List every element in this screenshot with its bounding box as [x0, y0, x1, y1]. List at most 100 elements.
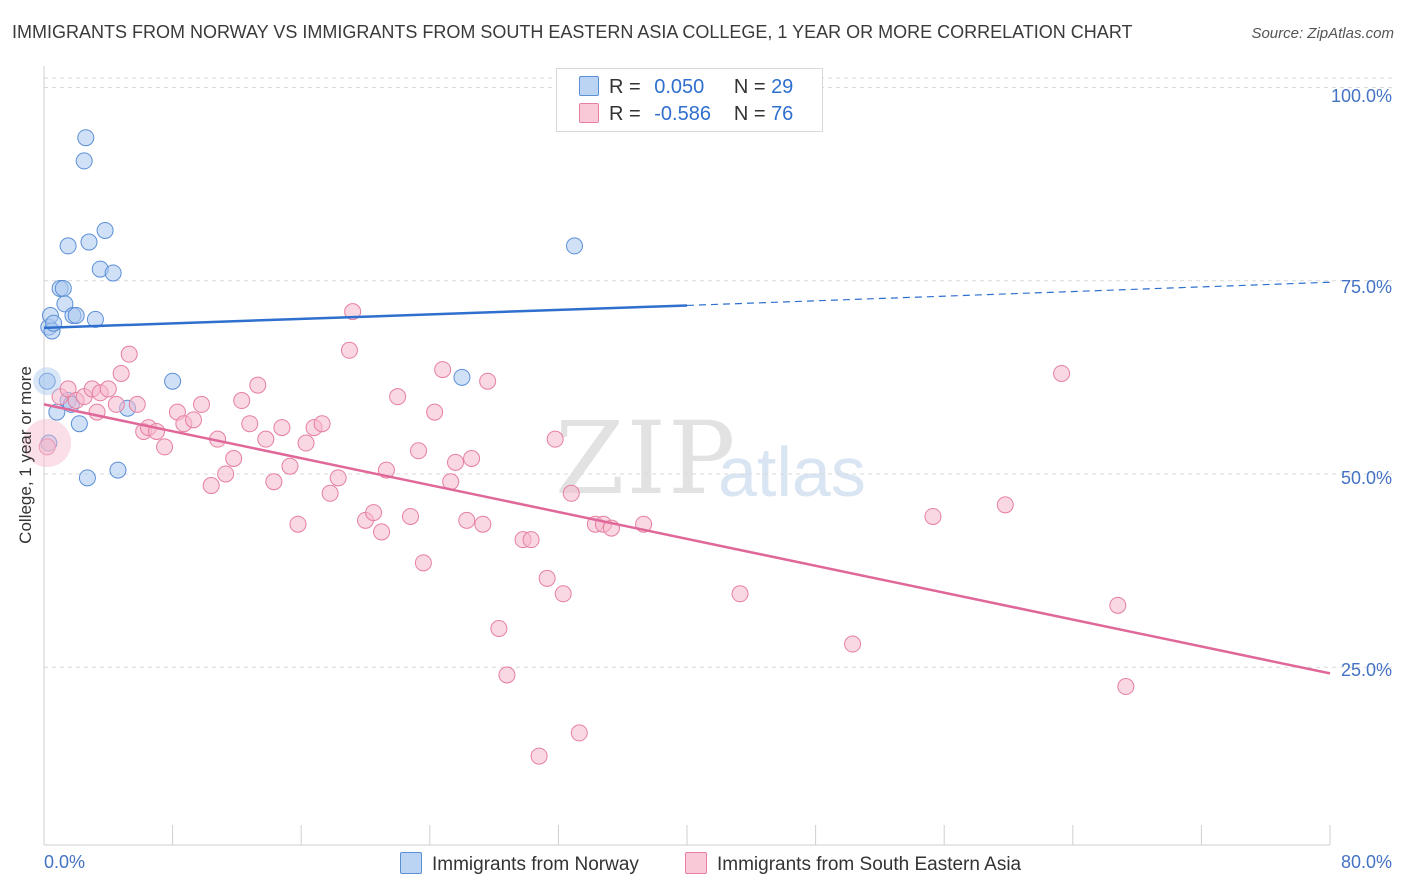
asia-point — [546, 430, 564, 448]
asia-point — [128, 395, 146, 413]
y-tick-label-75: 75.0% — [1340, 277, 1392, 297]
asia-point — [562, 484, 580, 502]
asia-point — [538, 569, 556, 587]
norway-point — [67, 306, 85, 324]
asia-point — [498, 666, 516, 684]
watermark-zip: ZIP — [555, 400, 738, 517]
asia-point — [265, 473, 283, 491]
asia-point — [344, 303, 362, 321]
norway-trend-extension — [686, 281, 1331, 307]
asia-swatch-icon — [579, 103, 599, 123]
legend-n-label: N = — [733, 76, 766, 98]
norway-point — [565, 237, 583, 255]
norway-point — [70, 415, 88, 433]
asia-point — [1117, 678, 1135, 696]
asia-point — [297, 434, 315, 452]
asia-point — [1109, 596, 1127, 614]
asia-point — [120, 345, 138, 363]
correlation-legend: R = 0.050 N = 29 R = -0.586 N = 76 — [556, 68, 823, 132]
asia-point — [447, 453, 465, 471]
watermark-atlas: atlas — [718, 433, 866, 511]
asia-point — [365, 504, 383, 522]
norway-point — [104, 264, 122, 282]
asia-trend-line — [43, 403, 1331, 675]
asia-point — [479, 372, 497, 390]
norway-cluster-point — [33, 367, 62, 396]
asia-point — [233, 392, 251, 410]
asia-point — [241, 415, 259, 433]
asia-point — [202, 477, 220, 495]
asia-point — [329, 469, 347, 487]
norway-trend-line — [43, 304, 688, 330]
norway-point — [164, 372, 182, 390]
norway-point — [78, 469, 96, 487]
y-tick-label-25: 25.0% — [1340, 660, 1392, 680]
legend-r-label: R = — [609, 103, 641, 125]
x-tick-label-min: 0.0% — [44, 852, 86, 872]
legend-asia-n: 76 — [771, 103, 794, 125]
asia-legend-swatch-icon — [685, 852, 707, 874]
asia-point — [522, 531, 540, 549]
legend-norway-n: 29 — [771, 76, 794, 98]
asia-point — [257, 430, 275, 448]
y-tick-label-50: 50.0% — [1340, 468, 1392, 488]
asia-point — [373, 523, 391, 541]
asia-point — [474, 515, 492, 533]
asia-point — [434, 361, 452, 379]
asia-point — [225, 450, 243, 467]
asia-point — [281, 457, 299, 475]
asia-point — [530, 747, 548, 765]
asia-point — [410, 442, 428, 460]
legend-item-norway[interactable]: Immigrants from Norway — [400, 852, 639, 876]
asia-point — [313, 415, 331, 433]
asia-point — [554, 585, 572, 603]
asia-point — [273, 419, 291, 437]
y-tick-label-100: 100.0% — [1330, 86, 1392, 106]
legend-asia-label: Immigrants from South Eastern Asia — [717, 854, 1022, 875]
asia-point — [426, 403, 444, 421]
asia-point — [996, 496, 1014, 514]
asia-point — [844, 635, 862, 653]
asia-point — [570, 724, 588, 742]
norway-point — [96, 221, 114, 239]
norway-point — [453, 368, 471, 386]
asia-point — [156, 438, 174, 456]
asia-point — [289, 515, 307, 533]
legend-norway-r: 0.050 — [654, 76, 705, 98]
legend-item-asia[interactable]: Immigrants from South Eastern Asia — [685, 852, 1021, 876]
norway-point — [77, 129, 95, 147]
legend-n-label: N = — [733, 103, 766, 125]
source-label: Source: ZipAtlas.com — [1251, 25, 1394, 42]
asia-point — [193, 395, 211, 413]
norway-swatch-icon — [579, 76, 599, 96]
asia-point — [184, 411, 202, 429]
asia-point — [1053, 364, 1071, 382]
asia-cluster-point — [23, 419, 72, 468]
legend-row-norway: R = 0.050 N = 29 — [579, 76, 793, 99]
norway-point — [80, 233, 98, 251]
asia-point — [731, 585, 749, 603]
asia-point — [107, 395, 125, 413]
asia-point — [414, 554, 432, 572]
asia-point — [59, 380, 77, 398]
asia-point — [38, 438, 56, 456]
y-axis-label: College, 1 year or more — [16, 366, 35, 544]
asia-point — [490, 620, 508, 638]
legend-r-label: R = — [609, 76, 641, 98]
legend-row-asia: R = -0.586 N = 76 — [579, 103, 793, 126]
asia-point — [340, 341, 358, 359]
asia-point — [463, 450, 481, 467]
x-tick-label-max: 80.0% — [1340, 852, 1392, 872]
asia-point — [99, 380, 117, 398]
norway-point — [75, 152, 93, 170]
norway-point — [56, 295, 74, 313]
norway-legend-swatch-icon — [400, 852, 422, 874]
legend-asia-r: -0.586 — [654, 103, 711, 125]
norway-point — [59, 237, 77, 255]
norway-point — [109, 461, 127, 479]
asia-point — [924, 507, 942, 525]
asia-point — [112, 364, 130, 382]
legend-norway-label: Immigrants from Norway — [432, 854, 639, 875]
norway-point — [38, 372, 56, 390]
